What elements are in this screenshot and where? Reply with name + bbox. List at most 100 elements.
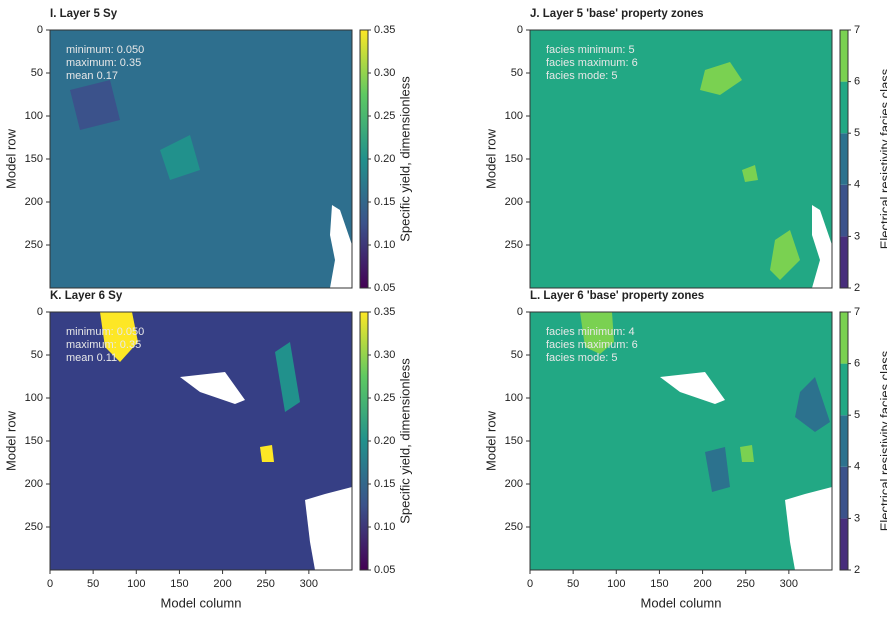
annotation: facies mode: 5 — [546, 352, 618, 364]
colorbar-segment — [840, 133, 848, 185]
y-axis-label: Model row — [483, 410, 498, 471]
colorbar-tick-label: 0.35 — [374, 24, 395, 36]
x-tick-label: 200 — [693, 578, 711, 590]
colorbar-frame — [839, 311, 849, 571]
panel-title: J. Layer 5 'base' property zones — [530, 8, 704, 20]
y-tick-label: 0 — [37, 24, 43, 36]
heatmap-area — [50, 312, 352, 570]
y-tick-label: 100 — [505, 392, 523, 404]
annotation: mean 0.17 — [66, 70, 118, 82]
panel-title: K. Layer 6 Sy — [50, 290, 123, 302]
zone-patch — [812, 205, 832, 288]
colorbar-tick-label: 7 — [854, 306, 860, 318]
colorbar-tick-label: 4 — [854, 179, 860, 191]
colorbar-tick-label: 0.05 — [374, 564, 395, 576]
colorbar-tick-label: 0.10 — [374, 239, 395, 251]
y-tick-label: 0 — [37, 306, 43, 318]
colorbar-tick-label: 0.20 — [374, 435, 395, 447]
y-tick-label: 250 — [505, 521, 523, 533]
colorbar-segment — [840, 415, 848, 467]
zone-patch — [785, 487, 832, 570]
y-tick-label: 200 — [25, 196, 43, 208]
y-tick-label: 200 — [25, 478, 43, 490]
colorbar-segment — [840, 466, 848, 519]
panel-title: I. Layer 5 Sy — [50, 8, 118, 20]
colorbar-tick-label: 4 — [854, 461, 860, 473]
colorbar-tick-label: 7 — [854, 24, 860, 36]
zone-patch — [275, 342, 300, 412]
zone-patch — [330, 205, 352, 288]
colorbar-tick-label: 0.10 — [374, 521, 395, 533]
colorbar-label: Specific yield, dimensionless — [397, 358, 412, 524]
y-tick-label: 50 — [31, 349, 43, 361]
colorbar-tick-label: 3 — [854, 230, 860, 242]
x-tick-label: 200 — [213, 578, 231, 590]
x-axis-label: Model column — [161, 595, 242, 610]
colorbar-tick-label: 0.15 — [374, 196, 395, 208]
colorbar-tick-label: 0.35 — [374, 306, 395, 318]
heatmap-area — [530, 312, 832, 570]
y-axis-label: Model row — [483, 128, 498, 189]
colorbar-segment — [840, 236, 848, 288]
x-tick-label: 300 — [780, 578, 798, 590]
panel-title: L. Layer 6 'base' property zones — [530, 290, 704, 302]
x-tick-label: 0 — [47, 578, 53, 590]
colorbar-tick-label: 6 — [854, 76, 860, 88]
annotation: maximum: 0.35 — [66, 57, 141, 69]
colorbar-label: Specific yield, dimensionless — [397, 76, 412, 242]
colorbar-tick-label: 0.25 — [374, 110, 395, 122]
y-tick-label: 250 — [25, 521, 43, 533]
panel: L. Layer 6 'base' property zones facies m… — [483, 290, 887, 610]
zone-patch — [70, 80, 120, 130]
colorbar-tick-label: 0.30 — [374, 67, 395, 79]
zone-patch — [795, 377, 830, 432]
y-tick-label: 50 — [31, 67, 43, 79]
annotation: mean 0.11 — [66, 352, 117, 364]
y-tick-label: 50 — [511, 67, 523, 79]
zone-patch — [660, 372, 725, 404]
colorbar-segment — [840, 312, 848, 364]
y-tick-label: 150 — [25, 153, 43, 165]
colorbar-tick-label: 5 — [854, 409, 860, 421]
colorbar-tick-label: 2 — [854, 282, 860, 294]
x-tick-label: 150 — [650, 578, 668, 590]
colorbar-segment — [840, 81, 848, 134]
zone-patch — [740, 445, 754, 462]
annotation: minimum: 0.050 — [66, 44, 144, 56]
x-tick-label: 0 — [527, 578, 533, 590]
colorbar-tick-label: 0.30 — [374, 349, 395, 361]
colorbar-tick-label: 0.20 — [374, 153, 395, 165]
annotation: maximum: 0.35 — [66, 339, 141, 351]
annotation: facies mode: 5 — [546, 70, 618, 82]
zone-patch — [700, 62, 742, 95]
annotation: facies maximum: 6 — [546, 57, 638, 69]
x-tick-label: 100 — [607, 578, 625, 590]
x-tick-label: 250 — [257, 578, 275, 590]
colorbar-tick-label: 0.15 — [374, 478, 395, 490]
y-tick-label: 50 — [511, 349, 523, 361]
colorbar-frame — [839, 29, 849, 289]
colorbar-tick-label: 3 — [854, 512, 860, 524]
zone-patch — [305, 487, 352, 570]
y-tick-label: 200 — [505, 478, 523, 490]
y-tick-label: 250 — [25, 239, 43, 251]
y-tick-label: 100 — [505, 110, 523, 122]
colorbar-tick-label: 0.25 — [374, 392, 395, 404]
x-tick-label: 50 — [87, 578, 99, 590]
heatmap-area — [50, 30, 352, 288]
annotation: minimum: 0.050 — [66, 326, 144, 338]
colorbar-segment — [840, 363, 848, 416]
colorbar-tick-label: 2 — [854, 564, 860, 576]
y-tick-label: 100 — [25, 110, 43, 122]
y-tick-label: 200 — [505, 196, 523, 208]
x-axis-label: Model column — [641, 595, 722, 610]
colorbar-tick-label: 0.05 — [374, 282, 395, 294]
zone-patch — [705, 447, 730, 492]
zone-patch — [100, 312, 138, 362]
y-tick-label: 100 — [25, 392, 43, 404]
y-tick-label: 250 — [505, 239, 523, 251]
zone-patch — [770, 230, 800, 280]
colorbar — [360, 30, 368, 288]
